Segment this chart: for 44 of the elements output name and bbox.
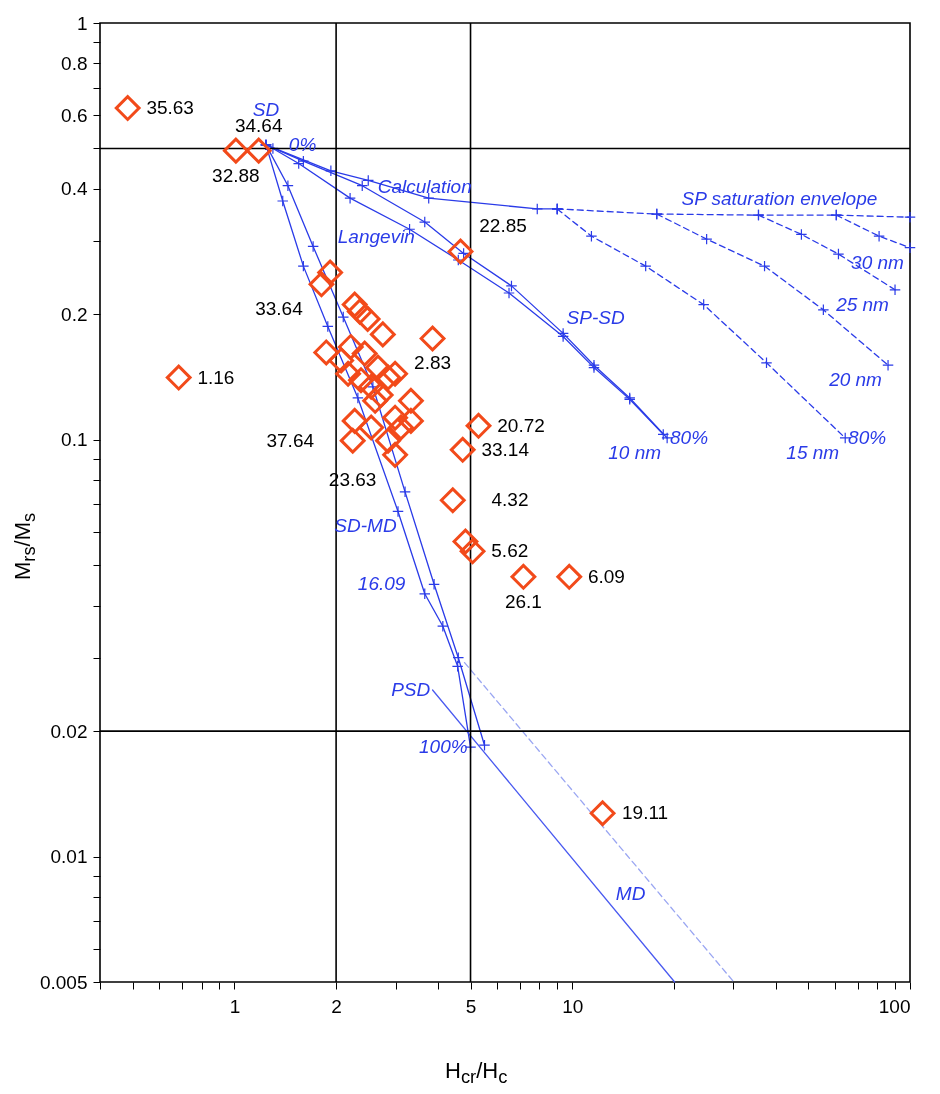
annotation: 26.1 (504, 590, 542, 612)
annotation: PSD (391, 678, 431, 700)
y-tick-label: 0.005 (39, 971, 88, 993)
x-tick-label: 1 (229, 995, 241, 1017)
annotation: 80% (670, 426, 709, 448)
x-tick-label: 100 (878, 995, 911, 1017)
x-tick-label: 2 (331, 995, 342, 1017)
annotation: 1.16 (197, 366, 235, 388)
annotation: 33.64 (255, 298, 304, 320)
annotation: 100% (419, 736, 468, 758)
annotation: 4.32 (491, 489, 529, 511)
annotation: 20.72 (497, 414, 545, 436)
annotation: Langevin (337, 226, 415, 248)
annotation: 19.11 (622, 802, 669, 824)
annotation: SP-SD (566, 307, 625, 329)
y-tick-label: 1 (76, 12, 88, 34)
y-tick-label: 0.1 (61, 429, 88, 451)
y-tick-label: 0.8 (61, 52, 88, 74)
y-tick-label: 0.01 (50, 846, 88, 868)
annotation: 6.09 (587, 565, 625, 587)
y-tick-label: 0.2 (61, 303, 88, 325)
x-axis-title: H$_{cr}$/H$_{c}$ (445, 1058, 508, 1089)
y-tick-label: 0.6 (61, 104, 88, 126)
x-tick-label: 5 (465, 995, 477, 1017)
annotation: 10 nm (608, 441, 662, 463)
annotation: 20 nm (828, 369, 882, 391)
annotation: MD (615, 883, 646, 905)
annotation: 33.14 (481, 438, 530, 460)
annotation: 2.83 (414, 352, 452, 374)
annotation: 37.64 (266, 429, 315, 451)
y-tick-label: 0.02 (50, 720, 88, 742)
annotation: 32.88 (212, 164, 260, 186)
annotation: 16.09 (357, 573, 406, 595)
annotation: 5.62 (491, 540, 529, 562)
annotation: SD (252, 98, 280, 120)
annotation: 22.85 (479, 215, 527, 237)
y-tick-label: 0.4 (61, 178, 88, 200)
annotation: 30 nm (851, 251, 904, 273)
annotation: 35.63 (146, 97, 194, 119)
x-tick-label: 10 (562, 995, 584, 1017)
annotation: SP saturation envelope (681, 188, 878, 210)
annotation: 25 nm (835, 293, 889, 315)
annotation: 80% (848, 426, 887, 448)
annotation: 15 nm (786, 441, 840, 463)
